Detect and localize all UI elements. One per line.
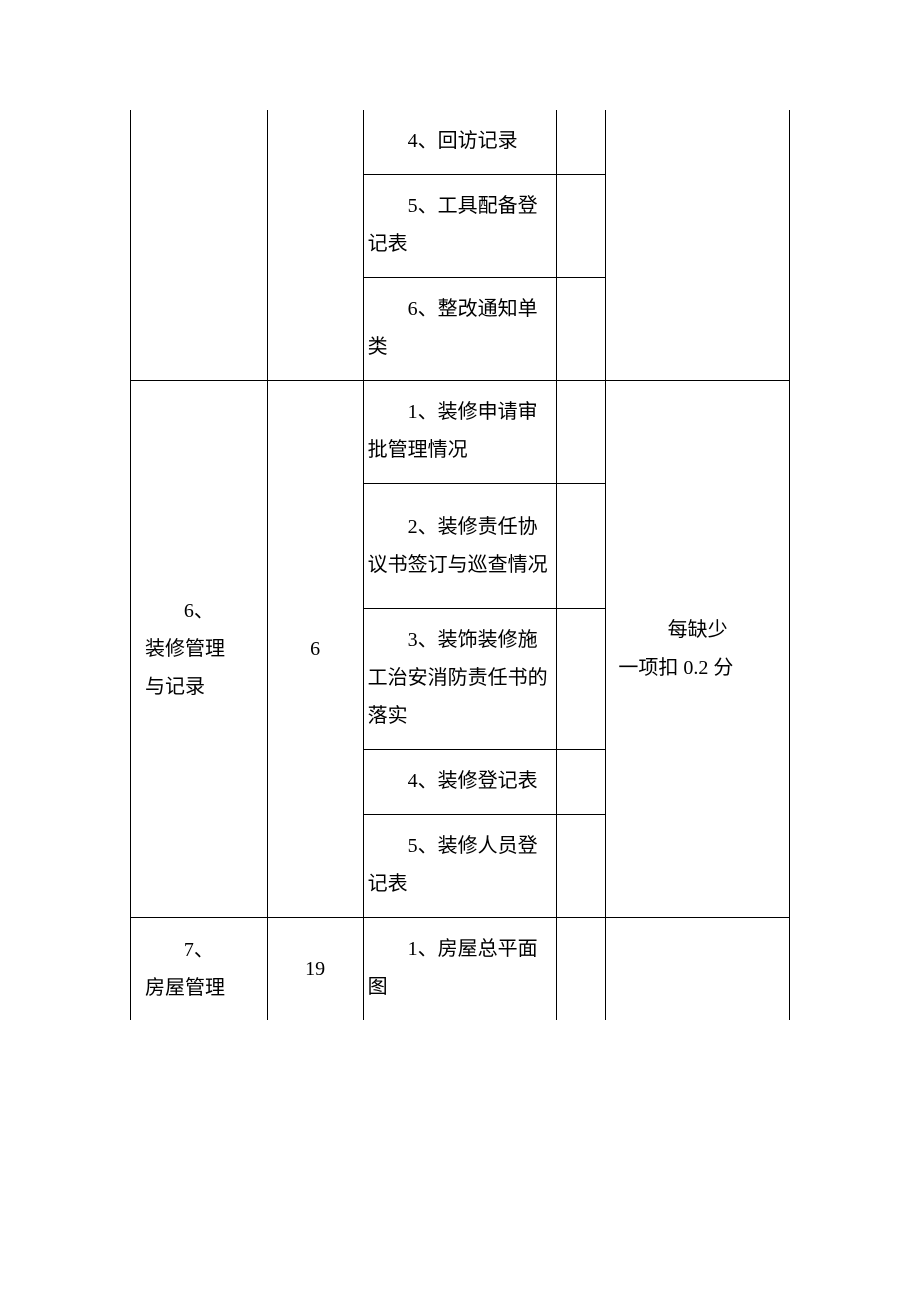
item-text: 4、装修登记表 bbox=[364, 750, 557, 814]
item-text: 4、回访记录 bbox=[364, 110, 557, 174]
criteria-line: 每缺少 bbox=[612, 611, 783, 649]
item-cell: 4、回访记录 bbox=[363, 110, 557, 175]
category-cell: 6、 装修管理 与记录 bbox=[131, 381, 268, 918]
blank-cell bbox=[557, 609, 606, 750]
score-cell bbox=[267, 110, 363, 381]
item-text: 6、整改通知单类 bbox=[364, 278, 557, 380]
blank-cell bbox=[557, 381, 606, 484]
item-cell: 1、房屋总平面图 bbox=[363, 918, 557, 1021]
category-line: 装修管理 bbox=[137, 630, 261, 668]
item-text: 2、装修责任协议书签订与巡查情况 bbox=[364, 484, 557, 608]
score-value: 6 bbox=[310, 638, 320, 660]
category-cell: 7、 房屋管理 bbox=[131, 918, 268, 1021]
item-text: 1、装修申请审批管理情况 bbox=[364, 381, 557, 483]
category-line: 房屋管理 bbox=[137, 969, 261, 1007]
blank-cell bbox=[557, 918, 606, 1021]
blank-cell bbox=[557, 278, 606, 381]
item-cell: 4、装修登记表 bbox=[363, 750, 557, 815]
item-text: 1、房屋总平面图 bbox=[364, 918, 557, 1020]
blank-cell bbox=[557, 484, 606, 609]
item-text: 3、装饰装修施工治安消防责任书的落实 bbox=[364, 609, 557, 749]
table-row: 7、 房屋管理 19 1、房屋总平面图 bbox=[131, 918, 790, 1021]
item-cell: 3、装饰装修施工治安消防责任书的落实 bbox=[363, 609, 557, 750]
item-cell: 6、整改通知单类 bbox=[363, 278, 557, 381]
blank-cell bbox=[557, 110, 606, 175]
criteria-line: 一项扣 0.2 分 bbox=[612, 649, 783, 687]
item-cell: 5、装修人员登记表 bbox=[363, 815, 557, 918]
item-text: 5、工具配备登记表 bbox=[364, 175, 557, 277]
category-num: 6、 bbox=[137, 592, 261, 630]
score-value: 19 bbox=[305, 958, 325, 980]
table-row: 4、回访记录 bbox=[131, 110, 790, 175]
table-row: 6、 装修管理 与记录 6 1、装修申请审批管理情况 每缺少 一项扣 0.2 分 bbox=[131, 381, 790, 484]
criteria-cell: 每缺少 一项扣 0.2 分 bbox=[606, 381, 790, 918]
document-page: 4、回访记录 5、工具配备登记表 6、整改通知单类 6、 bbox=[0, 0, 920, 1020]
criteria-cell bbox=[606, 918, 790, 1021]
score-cell: 6 bbox=[267, 381, 363, 918]
category-num: 7、 bbox=[137, 931, 261, 969]
item-cell: 5、工具配备登记表 bbox=[363, 175, 557, 278]
category-cell bbox=[131, 110, 268, 381]
blank-cell bbox=[557, 750, 606, 815]
blank-cell bbox=[557, 815, 606, 918]
score-cell: 19 bbox=[267, 918, 363, 1021]
item-cell: 2、装修责任协议书签订与巡查情况 bbox=[363, 484, 557, 609]
blank-cell bbox=[557, 175, 606, 278]
item-cell: 1、装修申请审批管理情况 bbox=[363, 381, 557, 484]
criteria-cell bbox=[606, 110, 790, 381]
category-line: 与记录 bbox=[137, 668, 261, 706]
item-text: 5、装修人员登记表 bbox=[364, 815, 557, 917]
evaluation-table: 4、回访记录 5、工具配备登记表 6、整改通知单类 6、 bbox=[130, 110, 790, 1020]
